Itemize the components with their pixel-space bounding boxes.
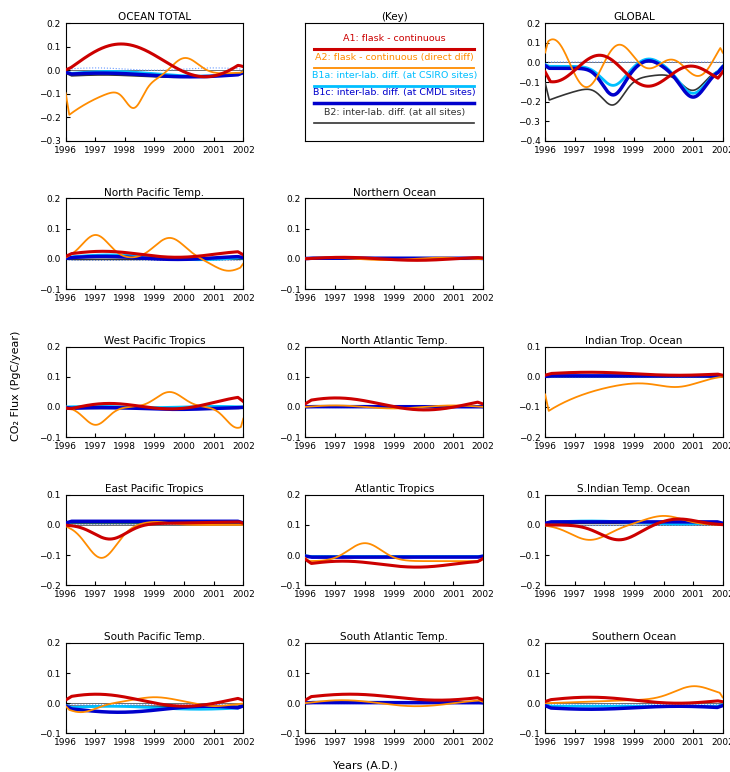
Title: South Pacific Temp.: South Pacific Temp.	[104, 632, 205, 642]
Text: Years (A.D.): Years (A.D.)	[333, 760, 397, 770]
Title: North Atlantic Temp.: North Atlantic Temp.	[341, 336, 447, 346]
Text: A1: flask - continuous: A1: flask - continuous	[343, 34, 445, 43]
Title: North Pacific Temp.: North Pacific Temp.	[104, 188, 204, 198]
Title: S.Indian Temp. Ocean: S.Indian Temp. Ocean	[577, 484, 691, 494]
Title: Atlantic Tropics: Atlantic Tropics	[355, 484, 434, 494]
Title: South Atlantic Temp.: South Atlantic Temp.	[340, 632, 448, 642]
Text: CO₂ Flux (PgC/year): CO₂ Flux (PgC/year)	[11, 331, 21, 441]
Text: B1a: inter-lab. diff. (at CSIRO sites): B1a: inter-lab. diff. (at CSIRO sites)	[312, 71, 477, 80]
Title: East Pacific Tropics: East Pacific Tropics	[105, 484, 204, 494]
Title: Southern Ocean: Southern Ocean	[592, 632, 676, 642]
Title: GLOBAL: GLOBAL	[613, 12, 655, 22]
Title: West Pacific Tropics: West Pacific Tropics	[104, 336, 205, 346]
Title: (Key): (Key)	[381, 12, 407, 22]
Text: A2: flask - continuous (direct diff): A2: flask - continuous (direct diff)	[315, 53, 474, 62]
Text: B1c: inter-lab. diff. (at CMDL sites): B1c: inter-lab. diff. (at CMDL sites)	[313, 88, 475, 97]
Title: OCEAN TOTAL: OCEAN TOTAL	[118, 12, 191, 22]
Text: B2: inter-lab. diff. (at all sites): B2: inter-lab. diff. (at all sites)	[323, 108, 465, 117]
Title: Indian Trop. Ocean: Indian Trop. Ocean	[585, 336, 683, 346]
Title: Northern Ocean: Northern Ocean	[353, 188, 436, 198]
